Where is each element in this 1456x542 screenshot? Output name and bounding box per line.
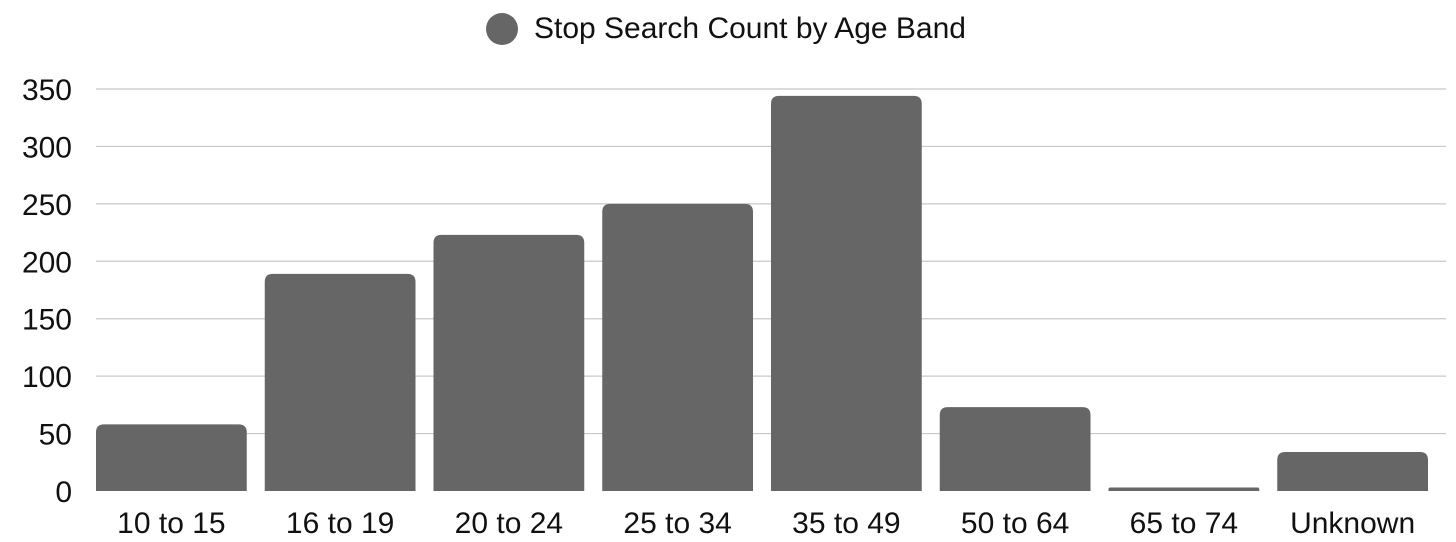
y-tick-label: 0: [55, 476, 72, 509]
y-tick-label: 50: [39, 419, 72, 452]
bar: [433, 234, 585, 491]
y-tick-label: 300: [22, 131, 72, 164]
x-tick-label: Unknown: [1290, 507, 1415, 537]
bars: [96, 95, 1428, 492]
x-tick-label: 35 to 49: [792, 507, 900, 537]
x-tick-label: 16 to 19: [286, 507, 394, 537]
bar: [1277, 451, 1428, 491]
y-axis-ticks: 0 50 100 150 200 250 300 350: [22, 74, 72, 509]
bar: [771, 95, 922, 492]
bar: [1108, 487, 1260, 491]
legend: Stop Search Count by Age Band: [486, 12, 966, 45]
y-tick-label: 100: [22, 361, 72, 394]
y-tick-label: 200: [22, 246, 72, 279]
bar: [939, 407, 1091, 491]
y-tick-label: 150: [22, 304, 72, 337]
x-axis-ticks: 10 to 15 16 to 19 20 to 24 25 to 34 35 to 49…: [117, 507, 1415, 540]
legend-label: Stop Search Count by Age Band: [534, 12, 966, 45]
bar: [264, 273, 416, 491]
y-tick-label: 350: [22, 74, 72, 107]
x-tick-label: 65 to 74: [1130, 507, 1238, 537]
y-tick-label: 250: [22, 189, 72, 222]
bar: [602, 203, 753, 491]
legend-swatch: [486, 13, 518, 45]
x-tick-label: 25 to 34: [623, 507, 731, 537]
x-tick-label: 20 to 24: [455, 507, 563, 537]
bar: [96, 424, 247, 491]
x-tick-label: 50 to 64: [961, 507, 1069, 537]
x-tick-label: 10 to 15: [117, 507, 225, 537]
